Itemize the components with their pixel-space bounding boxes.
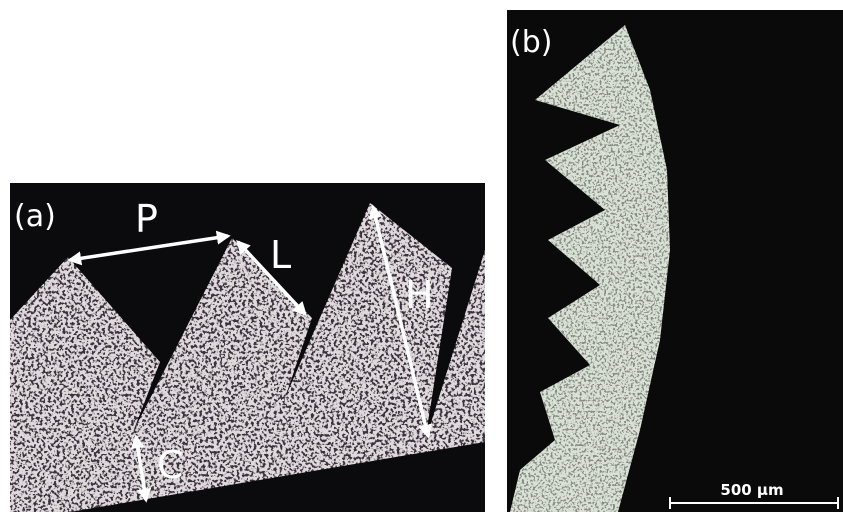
page: (a) P L H C (b) 500 µm (() => { const da… <box>0 0 843 512</box>
annotation: H <box>405 273 434 317</box>
annotation: P <box>135 197 158 241</box>
panel-b: (b) 500 µm <box>507 10 843 512</box>
panel-label: (a) <box>14 199 56 234</box>
panel-a: (a) P L H C <box>10 183 485 512</box>
figure: (a) P L H C (b) 500 µm <box>0 0 843 512</box>
scale-bar-label: 500 µm <box>720 481 783 499</box>
panel-label: (b) <box>510 25 552 60</box>
annotation: L <box>270 233 291 277</box>
annotation: C <box>157 443 184 487</box>
